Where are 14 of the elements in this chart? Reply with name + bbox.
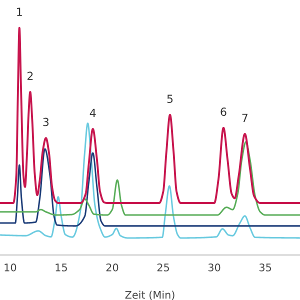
annotation: 3 xyxy=(43,118,49,126)
annotation: 1 xyxy=(17,8,22,16)
annotation: 6 xyxy=(220,108,226,116)
annotation: 4 xyxy=(90,108,96,117)
annotation: 5 xyxy=(167,94,173,104)
x-tick-label: 10 xyxy=(4,264,16,272)
annotation: 7 xyxy=(242,114,248,122)
x-tick-label: 30 xyxy=(208,264,220,272)
x-axis-title: Zeit (Min) xyxy=(125,290,174,300)
x-tick-label: 20 xyxy=(106,264,118,272)
x-tick-label: 15 xyxy=(56,264,67,272)
annotation: 2 xyxy=(27,72,33,80)
x-tick-label: 35 xyxy=(259,264,272,272)
x-tick-label: 25 xyxy=(157,264,169,272)
